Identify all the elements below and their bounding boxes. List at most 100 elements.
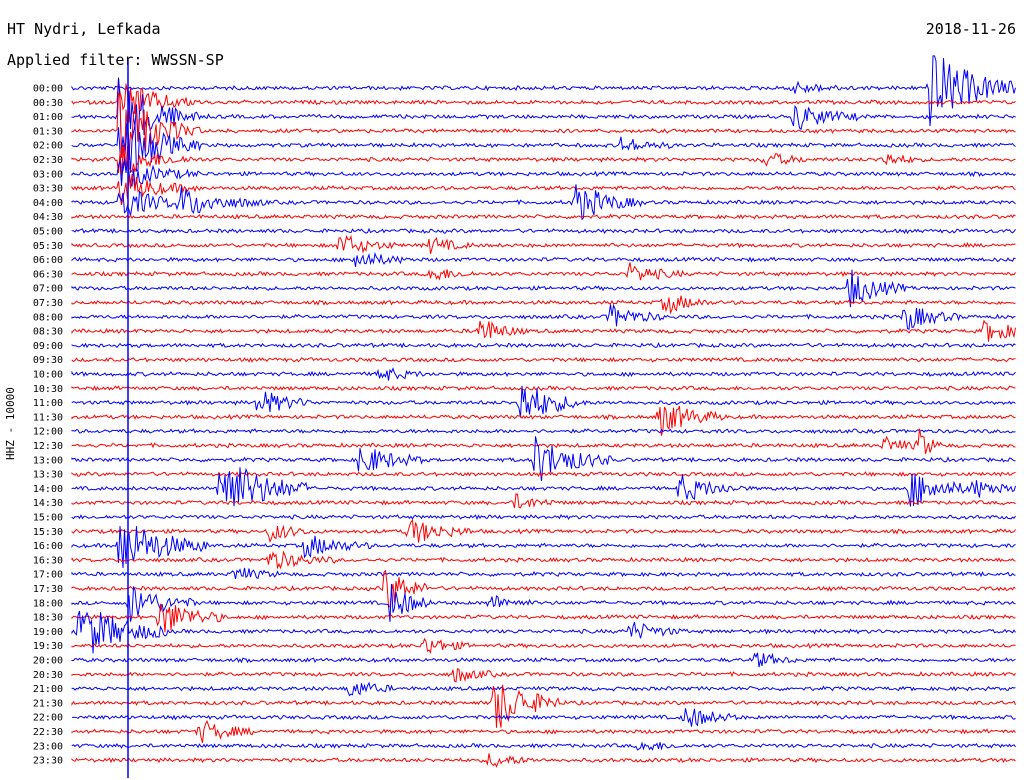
trace-line bbox=[71, 385, 1016, 392]
time-tick-label: 07:00 bbox=[33, 284, 63, 295]
trace-line bbox=[71, 119, 1016, 176]
time-tick-label: 02:00 bbox=[33, 141, 63, 152]
time-tick-label: 18:30 bbox=[33, 613, 63, 624]
trace-line bbox=[71, 684, 1016, 728]
trace-line bbox=[71, 741, 1016, 751]
trace-line bbox=[71, 405, 1016, 436]
trace-line bbox=[71, 428, 1016, 435]
time-tick-label: 00:00 bbox=[33, 84, 63, 95]
time-tick-label: 15:00 bbox=[33, 513, 63, 524]
time-tick-label: 16:30 bbox=[33, 555, 63, 566]
time-tick-label: 00:30 bbox=[33, 98, 63, 109]
time-tick-label: 22:00 bbox=[33, 713, 63, 724]
trace-line bbox=[71, 145, 1016, 177]
time-tick-label: 14:30 bbox=[33, 498, 63, 509]
trace-line bbox=[71, 667, 1016, 683]
time-tick-label: 03:00 bbox=[33, 169, 63, 180]
time-tick-label: 03:30 bbox=[33, 184, 63, 195]
time-tick-label: 14:00 bbox=[33, 484, 63, 495]
trace-line bbox=[71, 493, 1016, 509]
trace-line bbox=[71, 753, 1016, 768]
time-tick-label: 04:30 bbox=[33, 212, 63, 223]
trace-line bbox=[71, 342, 1016, 349]
trace-line bbox=[71, 356, 1016, 363]
time-tick-label: 13:30 bbox=[33, 470, 63, 481]
time-tick-label: 22:30 bbox=[33, 727, 63, 738]
time-tick-label: 10:00 bbox=[33, 370, 63, 381]
time-tick-label: 20:30 bbox=[33, 670, 63, 681]
trace-line bbox=[71, 550, 1016, 570]
trace-line bbox=[71, 269, 1016, 308]
trace-line bbox=[71, 467, 1016, 507]
time-tick-label: 12:00 bbox=[33, 427, 63, 438]
trace-line bbox=[71, 319, 1016, 342]
time-tick-label: 11:00 bbox=[33, 398, 63, 409]
trace-line bbox=[71, 158, 1016, 187]
time-tick-label: 17:30 bbox=[33, 584, 63, 595]
time-tick-label: 01:00 bbox=[33, 112, 63, 123]
time-tick-label: 13:00 bbox=[33, 455, 63, 466]
trace-line bbox=[71, 295, 1016, 315]
time-tick-label: 07:30 bbox=[33, 298, 63, 309]
trace-line bbox=[71, 681, 1016, 697]
trace-line bbox=[71, 471, 1016, 478]
time-tick-label: 08:00 bbox=[33, 312, 63, 323]
time-tick-label: 23:30 bbox=[33, 756, 63, 767]
trace-line bbox=[71, 719, 1016, 743]
time-tick-label: 08:30 bbox=[33, 327, 63, 338]
time-tick-label: 15:30 bbox=[33, 527, 63, 538]
time-tick-label: 05:00 bbox=[33, 227, 63, 238]
trace-line bbox=[71, 514, 1016, 521]
trace-line bbox=[71, 637, 1016, 655]
trace-line bbox=[71, 227, 1016, 235]
trace-line bbox=[71, 567, 1016, 580]
time-tick-label: 11:30 bbox=[33, 412, 63, 423]
time-tick-label: 21:30 bbox=[33, 698, 63, 709]
trace-line bbox=[71, 55, 1016, 127]
time-tick-label: 10:30 bbox=[33, 384, 63, 395]
time-tick-label: 20:00 bbox=[33, 656, 63, 667]
trace-line bbox=[71, 569, 1016, 608]
trace-line bbox=[71, 184, 1016, 221]
time-tick-label: 02:30 bbox=[33, 155, 63, 166]
trace-line bbox=[71, 652, 1016, 668]
trace-line bbox=[71, 708, 1016, 727]
time-tick-label: 05:30 bbox=[33, 241, 63, 252]
trace-line bbox=[71, 92, 1016, 165]
trace-line bbox=[71, 610, 1016, 654]
time-tick-label: 06:00 bbox=[33, 255, 63, 266]
time-tick-label: 23:00 bbox=[33, 741, 63, 752]
trace-line bbox=[71, 262, 1016, 281]
time-tick-label: 16:00 bbox=[33, 541, 63, 552]
trace-line bbox=[71, 526, 1016, 569]
trace-line bbox=[71, 428, 1016, 454]
time-tick-label: 17:00 bbox=[33, 570, 63, 581]
trace-line bbox=[71, 603, 1016, 633]
trace-line bbox=[71, 436, 1016, 481]
record-date: 2018-11-26 bbox=[925, 20, 1016, 38]
trace-line bbox=[71, 367, 1016, 381]
trace-line bbox=[71, 583, 1016, 622]
time-tick-label: 19:00 bbox=[33, 627, 63, 638]
time-tick-label: 04:00 bbox=[33, 198, 63, 209]
time-tick-label: 09:00 bbox=[33, 341, 63, 352]
station-title: HT Nydri, Lefkada bbox=[7, 20, 161, 38]
time-tick-label: 06:30 bbox=[33, 269, 63, 280]
time-tick-label: 09:30 bbox=[33, 355, 63, 366]
trace-line bbox=[71, 213, 1016, 220]
trace-line bbox=[71, 77, 1016, 152]
time-tick-label: 12:30 bbox=[33, 441, 63, 452]
time-tick-label: 21:00 bbox=[33, 684, 63, 695]
time-tick-label: 19:30 bbox=[33, 641, 63, 652]
filter-label: Applied filter: WWSSN-SP bbox=[7, 51, 224, 69]
trace-line bbox=[71, 518, 1016, 544]
trace-line bbox=[71, 385, 1016, 418]
trace-line bbox=[71, 234, 1016, 254]
trace-line bbox=[71, 78, 1016, 123]
trace-line bbox=[71, 303, 1016, 330]
time-tick-label: 01:30 bbox=[33, 126, 63, 137]
trace-line bbox=[71, 174, 1016, 206]
trace-line bbox=[71, 251, 1016, 267]
